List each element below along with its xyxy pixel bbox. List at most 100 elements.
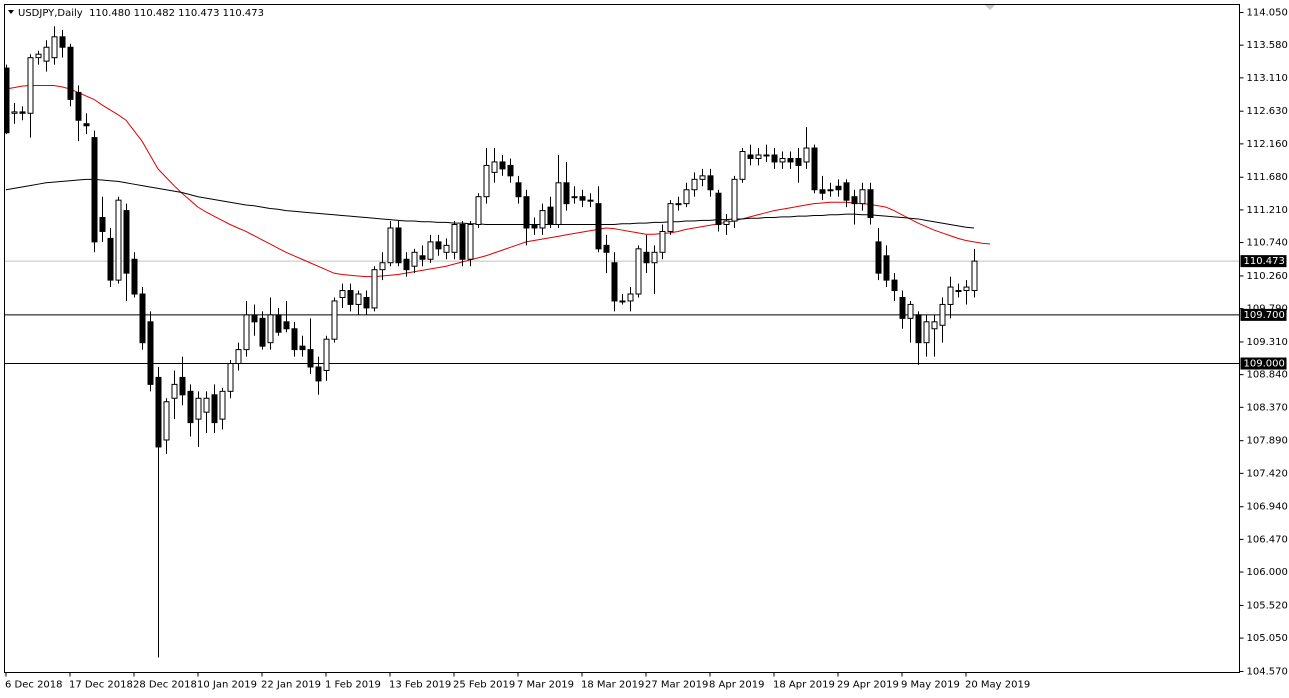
candle-body [851,196,858,205]
candle-body [723,220,730,226]
y-tick-label: 105.050 [1247,633,1288,644]
candle-body [651,251,658,264]
candle-body [803,147,810,163]
candle-body [835,185,842,191]
candle-body [563,182,570,205]
y-tick-label: 111.680 [1247,172,1288,183]
candle-body [787,157,794,163]
candle-body [859,189,866,205]
candle-body [555,182,562,226]
chart-title: USDJPY,Daily 110.480 110.482 110.473 110… [18,8,264,19]
candle-body [171,383,178,399]
candle-body [339,290,346,298]
candle-body [843,182,850,201]
candle-body [19,111,26,114]
candle-body [571,196,578,199]
current-price-tag-label: 110.473 [1244,256,1285,267]
candle-body [299,345,306,351]
candle-body [315,366,322,382]
candle-body [779,157,786,163]
candle-body [283,321,290,330]
candle-body [691,178,698,191]
candle-body [907,303,914,319]
candle-body [379,262,386,271]
candle-body [611,262,618,302]
candle-body [675,203,682,206]
candle-body [763,154,770,157]
y-tick-label: 107.420 [1247,468,1288,479]
candle-body [467,224,474,260]
candle-body [275,314,282,333]
candle-body [731,178,738,222]
candle-body [659,230,666,253]
candle-body [219,390,226,420]
candle-body [163,401,170,441]
candle-body [355,293,362,305]
candle-body [371,269,378,309]
candle-body [251,314,258,323]
y-tick-label: 106.940 [1247,502,1288,513]
candle-body [499,161,506,170]
candle-body [243,314,250,351]
candle-body [395,227,402,264]
x-tick-label: 27 Mar 2019 [645,680,708,691]
candle-body [955,290,962,293]
candle-body [811,147,818,191]
candle-body [179,376,186,396]
x-tick-label: 22 Jan 2019 [261,680,321,691]
candle-body [155,376,162,448]
y-tick-label: 114.050 [1247,7,1288,18]
candle-body [43,46,50,62]
candle-body [579,196,586,201]
x-tick-label: 7 Mar 2019 [517,680,574,691]
x-tick-label: 25 Feb 2019 [453,680,515,691]
candle-body [451,224,458,253]
candle-body [323,338,330,371]
y-tick-label: 107.890 [1247,436,1288,447]
y-tick-label: 113.580 [1247,40,1288,51]
candle-body [491,161,498,173]
candle-body [427,241,434,260]
candle-body [699,175,706,180]
candle-body [707,175,714,191]
x-tick-label: 10 Jan 2019 [197,680,257,691]
candle-body [259,317,266,347]
candle-body [107,237,114,281]
candle-body [483,164,490,198]
x-tick-label: 9 May 2019 [901,680,960,691]
candle-body [459,224,466,260]
y-tick-label: 110.740 [1247,238,1288,249]
level-tag-box [1240,357,1287,370]
candle-body [507,164,514,177]
candle-body [595,203,602,250]
x-tick-label: 8 Apr 2019 [709,680,764,691]
candle-body [91,137,98,243]
candle-body [619,300,626,303]
candle-body [267,314,274,344]
candle-body [755,154,762,159]
candle-body [51,36,58,59]
plot-area [4,26,1240,658]
candle-body [443,244,450,253]
candle-body [915,314,922,344]
candle-body [139,293,146,344]
candle-body [4,67,10,134]
y-tick-label: 109.310 [1247,337,1288,348]
candle-body [115,199,122,281]
y-tick-label: 111.210 [1247,205,1288,216]
y-tick-label: 108.840 [1247,370,1288,381]
candle-body [923,321,930,344]
candle-body [387,227,394,264]
candle-body [411,251,418,267]
candle-body [515,182,522,198]
x-tick-label: 13 Feb 2019 [389,680,451,691]
candle-body [947,286,954,305]
candle-body [475,196,482,226]
candle-body [235,349,242,365]
candle-body [307,349,314,368]
y-tick-label: 108.370 [1247,402,1288,413]
candle-body [739,151,746,180]
candle-body [523,196,530,229]
candle-body [123,210,130,274]
